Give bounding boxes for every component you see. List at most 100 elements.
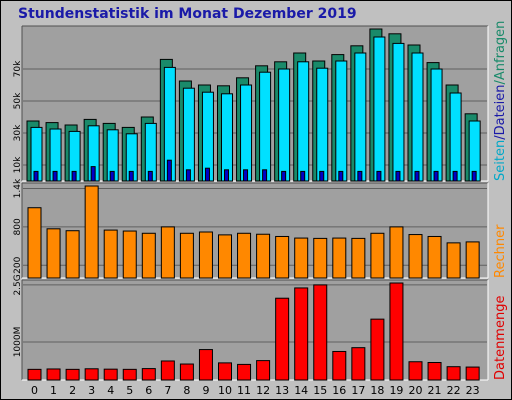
sites-ytick-label: 1.4k <box>13 178 23 198</box>
x-tick-label: 13 <box>275 384 289 397</box>
bar-datenmenge <box>294 287 309 381</box>
legend-rechner: Rechner <box>493 224 508 278</box>
x-tick-label: 20 <box>409 384 423 397</box>
requests-ytick-label: 70k <box>13 60 23 77</box>
x-tick-label: 22 <box>447 384 461 397</box>
bar-seiten <box>71 170 77 182</box>
x-tick-label: 23 <box>466 384 480 397</box>
volume-ytick-label: 1000M <box>13 327 23 358</box>
bar-datenmenge <box>65 368 80 381</box>
x-tick-label: 17 <box>351 384 365 397</box>
bar-rechner <box>237 232 252 279</box>
x-tick-label: 16 <box>332 384 346 397</box>
bar-dateien <box>297 61 310 182</box>
x-tick-label: 12 <box>256 384 270 397</box>
bar-datenmenge <box>103 368 118 381</box>
bar-datenmenge <box>179 363 194 381</box>
bar-rechner <box>332 237 347 279</box>
bar-rechner <box>179 232 194 279</box>
bar-datenmenge <box>27 368 42 381</box>
bar-rechner <box>218 234 232 279</box>
bar-rechner <box>198 231 213 279</box>
bar-datenmenge <box>351 347 366 381</box>
x-tick-label: 9 <box>202 384 209 397</box>
x-tick-label: 19 <box>389 384 403 397</box>
x-tick-label: 1 <box>50 384 57 397</box>
bar-seiten <box>300 170 306 182</box>
requests-ytick-label: 30k <box>13 124 23 141</box>
x-tick-label: 14 <box>294 384 308 397</box>
bar-datenmenge <box>198 349 213 381</box>
bar-rechner <box>427 235 442 279</box>
bar-rechner <box>46 228 61 279</box>
x-tick-label: 6 <box>145 384 152 397</box>
bar-datenmenge <box>389 282 404 381</box>
x-tick-label: 10 <box>218 384 232 397</box>
bar-datenmenge <box>122 368 137 381</box>
bar-datenmenge <box>256 360 271 381</box>
x-tick-label: 3 <box>88 384 95 397</box>
legend-datenmenge: Datenmenge <box>493 296 508 380</box>
x-tick-label: 18 <box>370 384 384 397</box>
bar-seiten <box>185 169 191 182</box>
bar-datenmenge <box>313 284 328 381</box>
bar-rechner <box>351 237 366 279</box>
bar-datenmenge <box>275 297 290 381</box>
bar-rechner <box>389 226 404 279</box>
x-tick-label: 4 <box>107 384 114 397</box>
bar-dateien <box>449 92 462 182</box>
bar-dateien <box>335 60 348 182</box>
bar-rechner <box>370 232 385 279</box>
bar-dateien <box>316 67 329 182</box>
bar-dateien <box>182 87 195 182</box>
bar-datenmenge <box>446 366 461 381</box>
x-tick-label: 5 <box>126 384 133 397</box>
bar-rechner <box>465 241 480 279</box>
bar-datenmenge <box>370 318 385 381</box>
bar-seiten <box>52 170 58 182</box>
bar-dateien <box>411 52 424 182</box>
bar-seiten <box>109 170 115 182</box>
bar-datenmenge <box>141 368 156 381</box>
bar-dateien <box>373 36 386 182</box>
chart-title: Stundenstatistik im Monat Dezember 2019 <box>18 6 357 22</box>
requests-ytick-label: 10k <box>13 156 23 173</box>
bar-datenmenge <box>465 366 480 381</box>
bar-seiten <box>319 170 325 182</box>
bar-rechner <box>27 207 42 279</box>
legend-dateien: Dateien <box>493 84 508 135</box>
x-tick-label: 21 <box>428 384 442 397</box>
x-tick-label: 11 <box>237 384 251 397</box>
bar-dateien <box>278 68 291 182</box>
bar-rechner <box>446 242 461 279</box>
bar-rechner <box>122 230 137 279</box>
bar-seiten <box>128 170 134 182</box>
bar-seiten <box>357 170 363 182</box>
legend-sep-1: / <box>493 135 508 140</box>
bar-dateien <box>221 93 233 182</box>
legend-anfragen: Anfragen <box>493 21 508 81</box>
requests-ytick-label: 50k <box>13 92 23 109</box>
bar-seiten <box>471 170 477 182</box>
x-tick-label: 0 <box>31 384 38 397</box>
bar-rechner <box>103 229 118 279</box>
bar-datenmenge <box>218 362 232 381</box>
bar-dateien <box>240 84 253 182</box>
x-tick-label: 7 <box>164 384 171 397</box>
bar-rechner <box>84 185 99 279</box>
bar-datenmenge <box>160 360 175 381</box>
bar-dateien <box>259 71 272 182</box>
bar-seiten <box>452 170 458 182</box>
bar-dateien <box>354 52 367 182</box>
bar-rechner <box>141 232 156 279</box>
bar-seiten <box>243 169 249 182</box>
sites-ytick-label: 200 <box>13 256 23 273</box>
bar-rechner <box>256 233 271 279</box>
bar-rechner <box>313 237 328 279</box>
bar-seiten <box>166 159 172 182</box>
legend-seiten: Seiten <box>493 140 508 181</box>
bar-seiten <box>147 170 153 182</box>
legend-sep-2: / <box>493 79 508 84</box>
bar-datenmenge <box>427 362 442 381</box>
